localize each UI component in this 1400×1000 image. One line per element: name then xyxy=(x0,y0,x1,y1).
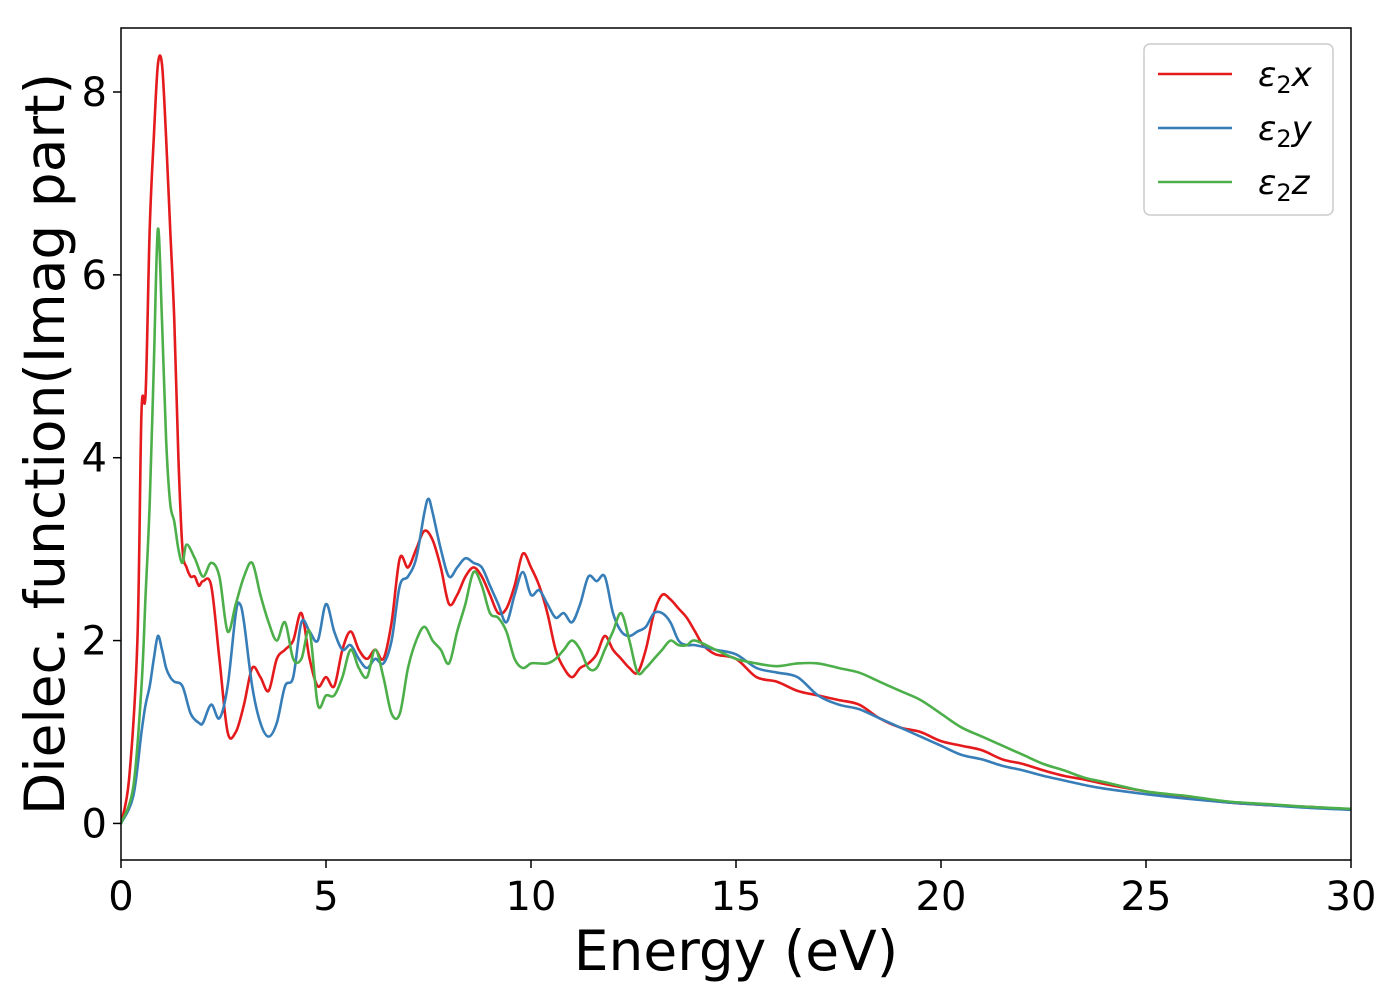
x-tick-label: 15 xyxy=(711,874,762,920)
legend-label-y: ε2y xyxy=(1258,109,1313,153)
y-axis-label: Dielec. function(Imag part) xyxy=(13,73,77,815)
x-tick-label: 10 xyxy=(506,874,557,920)
x-tick-label: 30 xyxy=(1326,874,1377,920)
x-axis: 0 5 10 15 20 25 30 xyxy=(108,860,1376,920)
y-tick-label: 2 xyxy=(82,619,107,665)
series-line-x xyxy=(121,54,1351,825)
x-tick-label: 20 xyxy=(916,874,967,920)
y-tick-label: 6 xyxy=(82,253,107,299)
x-tick-label: 0 xyxy=(108,874,133,920)
legend-label-x: ε2x xyxy=(1258,55,1313,99)
y-tick-label: 4 xyxy=(82,436,107,482)
series-line-z xyxy=(121,227,1351,825)
series-layer xyxy=(121,54,1351,825)
x-tick-label: 25 xyxy=(1121,874,1172,920)
legend: ε2x ε2y ε2z xyxy=(1143,43,1334,216)
series-line-y xyxy=(121,497,1351,825)
legend-label-z: ε2z xyxy=(1258,163,1311,207)
y-tick-label: 8 xyxy=(82,70,107,116)
x-tick-label: 5 xyxy=(313,874,338,920)
legend-box xyxy=(1143,43,1334,216)
x-axis-label: Energy (eV) xyxy=(574,919,898,983)
y-axis: 0 2 4 6 8 xyxy=(82,70,121,847)
y-tick-label: 0 xyxy=(82,801,107,847)
